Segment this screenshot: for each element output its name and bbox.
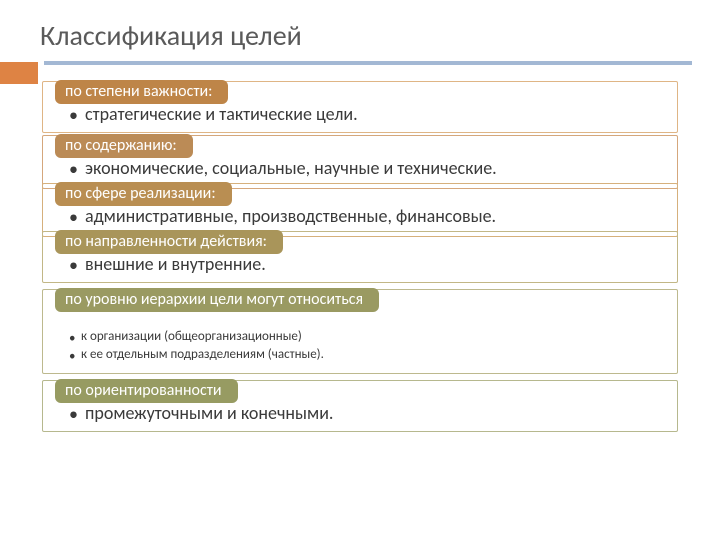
block-header: по направленности действия:: [55, 230, 283, 254]
list-item: к организации (общеорганизационные): [69, 330, 663, 348]
item-text: экономические, социальные, научные и тех…: [85, 158, 663, 179]
item-text: к ее отдельным подразделениям (частные).: [81, 348, 663, 363]
block-hierarchy: по уровню иерархии цели могут относиться…: [42, 289, 678, 374]
block-orientation: по ориентированности промежуточными и ко…: [42, 380, 678, 432]
block-header: по уровню иерархии цели могут относиться: [55, 288, 379, 312]
item-text: промежуточными и конечными.: [85, 403, 663, 424]
block-header: по сфере реализации:: [55, 182, 232, 206]
bullet-icon: [69, 158, 85, 180]
content-area: по степени важности: стратегические и та…: [0, 81, 720, 432]
list-item: экономические, социальные, научные и тех…: [69, 158, 663, 180]
block-header: по ориентированности: [55, 379, 238, 403]
bullet-icon: [69, 348, 81, 366]
block-direction: по направленности действия: внешние и вн…: [42, 231, 678, 283]
bullet-icon: [69, 254, 85, 276]
block-content: по содержанию: экономические, социальные…: [42, 135, 678, 189]
item-text: внешние и внутренние.: [85, 254, 663, 275]
bullet-icon: [69, 104, 85, 126]
block-body: к организации (общеорганизационные) к ее…: [43, 316, 677, 373]
list-item: административные, производственные, фина…: [69, 206, 663, 228]
list-item: стратегические и тактические цели.: [69, 104, 663, 126]
list-item: промежуточными и конечными.: [69, 403, 663, 425]
list-item: внешние и внутренние.: [69, 254, 663, 276]
bullet-icon: [69, 206, 85, 228]
bullet-icon: [69, 403, 85, 425]
title-underline: [44, 61, 692, 65]
block-importance: по степени важности: стратегические и та…: [42, 81, 678, 133]
item-text: административные, производственные, фина…: [85, 206, 663, 227]
list-item: к ее отдельным подразделениям (частные).: [69, 348, 663, 366]
block-sphere: по сфере реализации: административные, п…: [42, 183, 678, 237]
block-header: по степени важности:: [55, 80, 228, 104]
item-text: к организации (общеорганизационные): [81, 330, 663, 345]
bullet-icon: [69, 330, 81, 348]
block-header: по содержанию:: [55, 134, 193, 158]
item-text: стратегические и тактические цели.: [85, 104, 663, 125]
accent-bar: [0, 62, 38, 84]
page-title: Классификация целей: [0, 0, 720, 61]
